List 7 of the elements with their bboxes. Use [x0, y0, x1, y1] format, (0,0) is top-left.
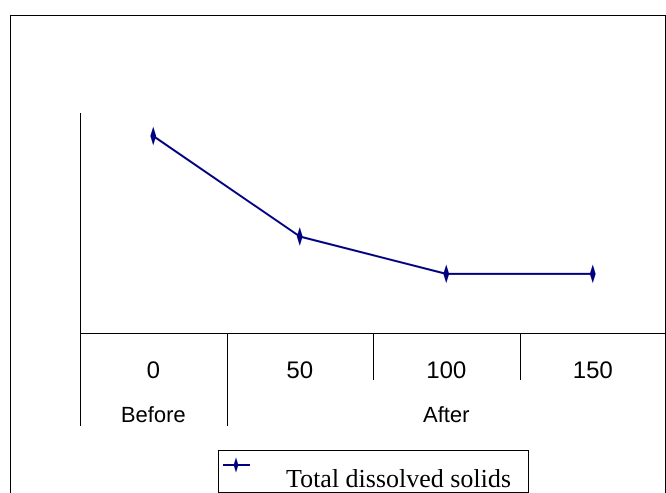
x-tick-label: 100: [426, 357, 466, 384]
legend-label: Total dissolved solids: [286, 464, 511, 493]
x-tick-label: 50: [286, 357, 314, 384]
text: Before: [120, 402, 186, 427]
x-tick-label: 0: [146, 357, 160, 384]
x-tick-label: 150: [572, 357, 613, 384]
text: After: [423, 402, 470, 427]
